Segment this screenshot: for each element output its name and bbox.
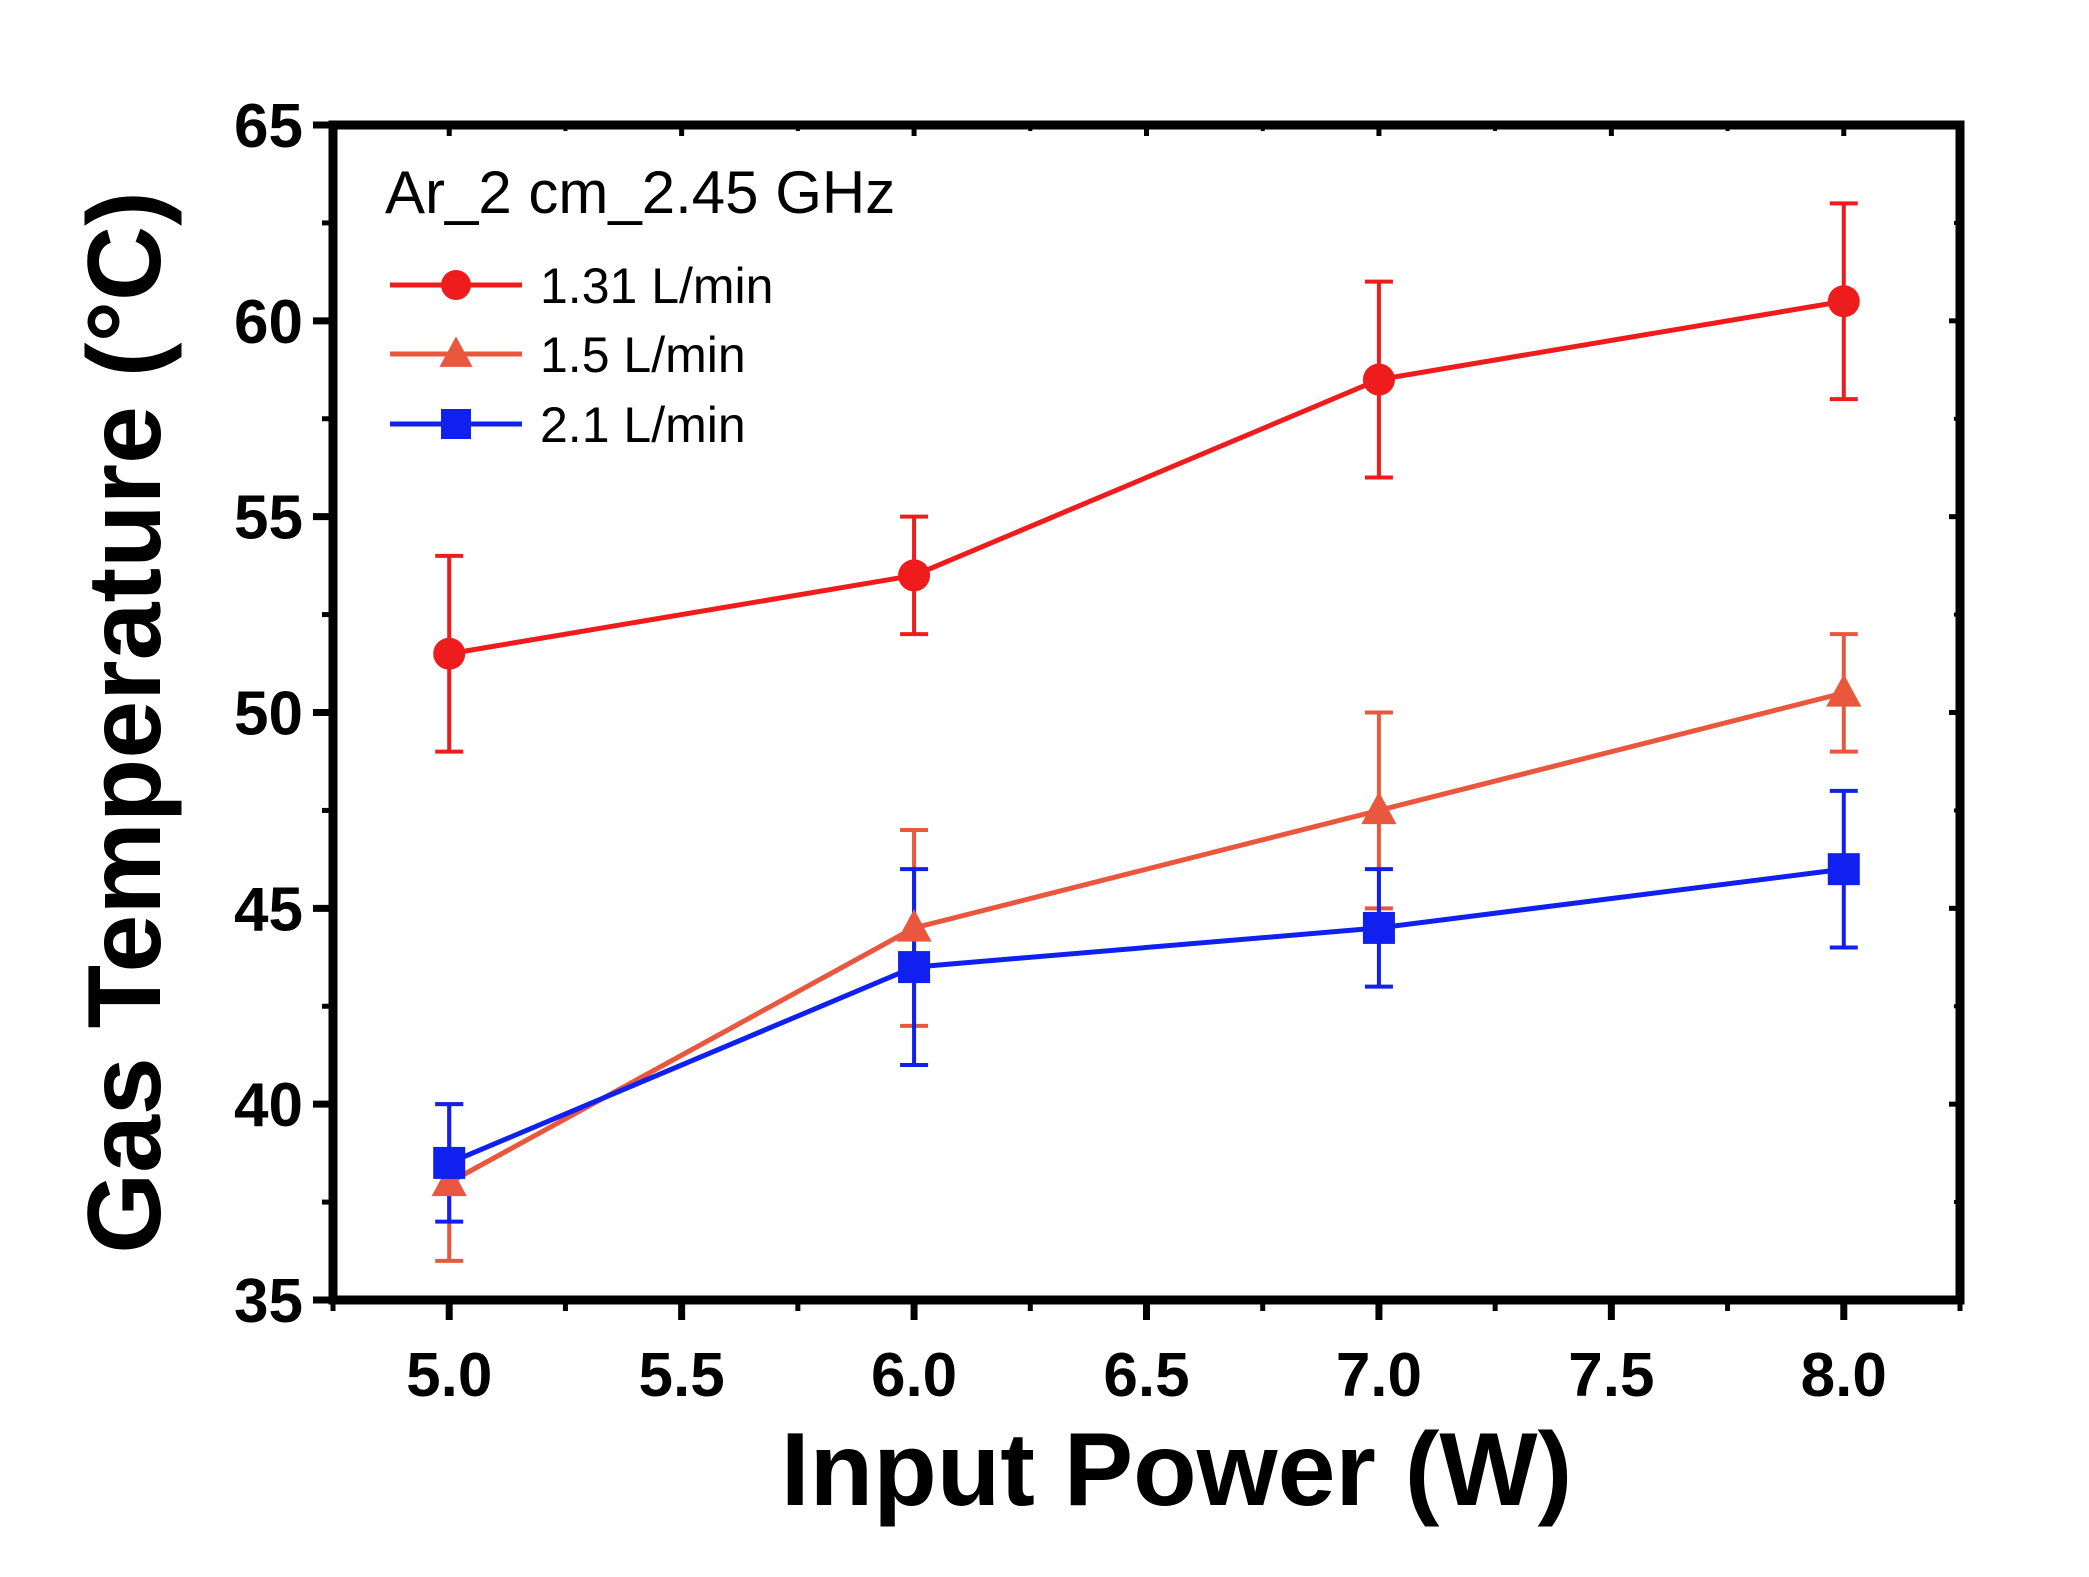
data-point-1-5-l-min [896,909,932,942]
x-axis-title: Input Power (W) [781,1412,1572,1528]
legend-label-1-31-l-min: 1.31 L/min [540,258,773,314]
y-tick-label: 55 [234,484,303,553]
series-line-2-1-l-min [448,866,1845,1166]
legend-marker-1-5-l-min [439,336,473,367]
series-line-1-5-l-min [448,690,1845,1185]
data-point-1-31-l-min [1827,285,1860,318]
x-tick-label: 5.0 [406,1341,492,1410]
data-point-2-1-l-min [1362,911,1395,944]
y-tick-label: 35 [234,1267,303,1336]
x-tick-label: 6.0 [871,1341,957,1410]
legend-label-1-5-l-min: 1.5 L/min [540,327,746,383]
data-point-1-5-l-min [431,1163,467,1197]
y-tick-label: 60 [234,288,303,357]
data-point-1-31-l-min [1362,363,1395,396]
y-tick-label: 40 [234,1071,303,1140]
legend-marker-1-31-l-min [441,270,471,300]
y-axis-title: Gas Temperature (°C) [67,191,183,1254]
data-point-2-1-l-min [1827,853,1860,886]
plot-annotation: Ar_2 cm_2.45 GHz [385,159,895,226]
data-point-1-5-l-min [1361,791,1397,825]
data-point-1-31-l-min [433,637,466,670]
y-tick-label: 50 [234,680,303,749]
x-tick-label: 8.0 [1801,1341,1887,1410]
y-tick-label: 45 [234,875,303,944]
series-line-1-31-l-min [448,298,1845,657]
y-tick-label: 65 [234,92,303,161]
x-tick-label: 7.5 [1568,1341,1654,1410]
x-tick-label: 5.5 [639,1341,725,1410]
legend-label-2-1-l-min: 2.1 L/min [540,397,746,453]
data-point-2-1-l-min [898,951,931,984]
data-point-2-1-l-min [433,1146,466,1179]
data-point-1-5-l-min [1826,674,1862,707]
data-point-1-31-l-min [898,559,931,592]
legend-marker-2-1-l-min [441,409,471,439]
x-tick-label: 6.5 [1103,1341,1189,1410]
x-tick-label: 7.0 [1336,1341,1422,1410]
